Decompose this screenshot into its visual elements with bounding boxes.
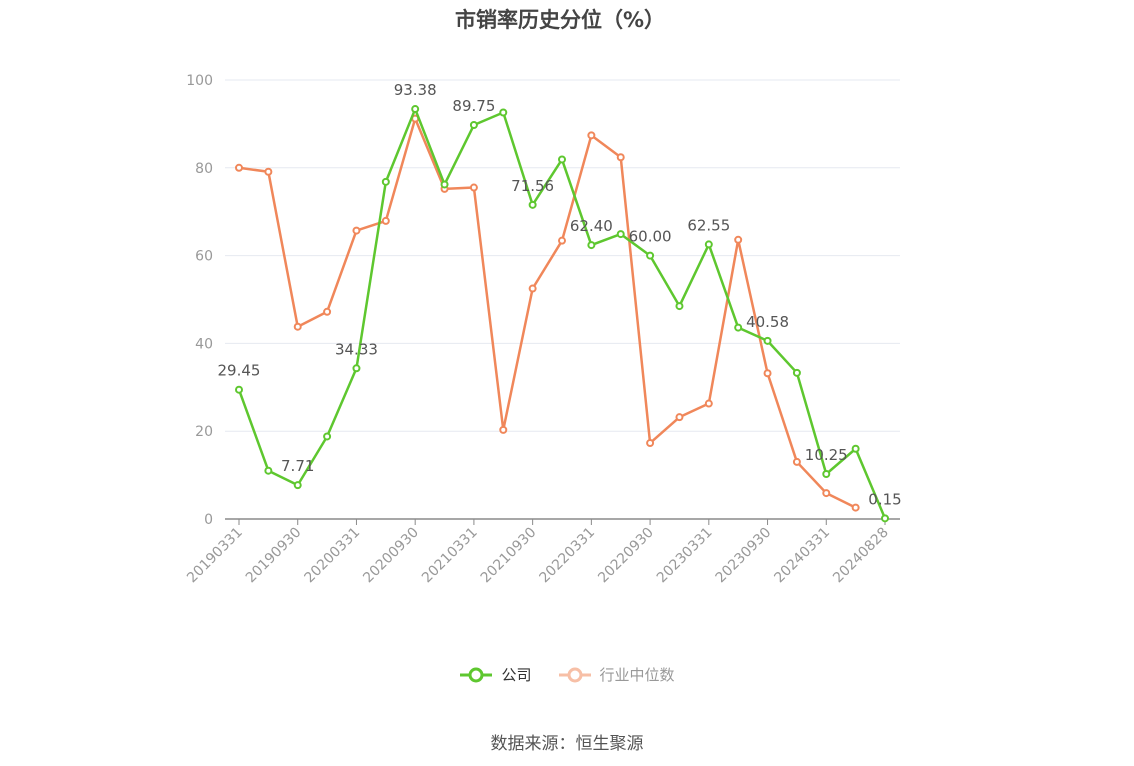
- series-0-point-20190630: [264, 466, 273, 475]
- series-0-point-20230630: [734, 323, 743, 332]
- series-1-point-20210630: [499, 425, 508, 434]
- series-1-point-20210331: [469, 183, 478, 192]
- series-1-point-20211231: [558, 236, 566, 245]
- y-axis-ticks: 0 20 40 60 80 100: [186, 73, 213, 528]
- data-label-20240331: 10.25: [805, 446, 848, 464]
- series-1-point-20221231: [675, 413, 684, 422]
- series-0-point-20210930: [528, 200, 537, 209]
- series-0-point-20230930: [763, 336, 772, 345]
- series-0-point-20190331: [235, 385, 243, 394]
- series-0-point-20240630: [851, 444, 860, 453]
- series-0-point-20220630: [616, 230, 625, 239]
- series-1-point-20200331: [352, 226, 361, 235]
- series-1-point-20220930: [646, 439, 655, 448]
- legend-industry-symbol-icon: [558, 667, 591, 682]
- series-1-point-20240331: [822, 489, 831, 498]
- series-1-point-20230930: [763, 369, 772, 378]
- series-0-point-20240828: [881, 514, 889, 523]
- series-1-point-20230630: [734, 235, 743, 244]
- series-0-point-20220930: [646, 251, 655, 260]
- legend-industry-label: 行业中位数: [599, 666, 675, 684]
- x-tick-label-20190930: 20190930: [243, 525, 305, 587]
- data-label-20190930: 7.71: [281, 457, 314, 475]
- x-tick-label-20200930: 20200930: [360, 525, 422, 587]
- series-0-point-20200331: [352, 364, 361, 373]
- series-0-point-20211231: [558, 155, 566, 164]
- data-label-20240828: 0.15: [868, 490, 901, 508]
- data-label-20200331: 34.33: [335, 340, 378, 358]
- series-1-point-20200630: [381, 216, 390, 225]
- chart-title: 市销率历史分位（%）: [454, 8, 666, 32]
- series-0-point-20200630: [381, 177, 390, 186]
- x-tick-label-20230930: 20230930: [713, 525, 775, 587]
- series-0-point-20191231: [323, 432, 332, 441]
- x-tick-label-20240331: 20240331: [771, 525, 833, 587]
- y-tick-label-0: 0: [204, 512, 213, 528]
- series-1-point-20190630: [264, 167, 273, 176]
- data-label-20200930: 93.38: [394, 81, 437, 99]
- series-1-point-20220630: [616, 153, 625, 162]
- series-0-point-20210331: [469, 120, 478, 129]
- y-tick-label-80: 80: [195, 161, 213, 177]
- x-tick-label-20210930: 20210930: [478, 525, 540, 587]
- x-tick-label-20210331: 20210331: [419, 525, 481, 587]
- x-tick-label-20230331: 20230331: [654, 525, 716, 587]
- x-tick-label-20220331: 20220331: [536, 525, 598, 587]
- x-tick-label-20200331: 20200331: [302, 525, 364, 587]
- data-label-20220930: 60.00: [629, 228, 672, 246]
- series-1-point-20230331: [704, 399, 713, 408]
- series-0-point-20230331: [704, 240, 713, 249]
- legend-company-symbol-icon: [460, 667, 493, 682]
- series-1-point-20231231: [792, 457, 801, 466]
- series-0-point-20221231: [675, 302, 684, 311]
- data-label-20210331: 89.75: [452, 97, 495, 115]
- y-tick-label-100: 100: [186, 73, 213, 89]
- series-0-point-20231231: [792, 368, 801, 377]
- data-label-20230331: 62.55: [687, 216, 730, 234]
- y-tick-label-20: 20: [195, 424, 213, 440]
- x-tick-label-20190331: 20190331: [184, 525, 246, 587]
- data-label-20190331: 29.45: [218, 362, 261, 380]
- series-0-point-20220331: [587, 241, 596, 250]
- series-1-point-20240630: [851, 503, 860, 512]
- legend-company-label: 公司: [501, 666, 532, 684]
- series-0-point-20190930: [293, 481, 302, 490]
- legend-item-company[interactable]: 公司: [459, 664, 532, 685]
- series-0-point-20201231: [440, 180, 449, 189]
- legend: 公司 行业中位数: [0, 664, 1134, 685]
- series-line-1: [238, 117, 857, 509]
- y-tick-label-40: 40: [195, 336, 213, 352]
- x-tick-label-20240828: 20240828: [830, 525, 892, 587]
- x-axis: 2019033120190930202003312020093020210331…: [184, 518, 900, 587]
- data-label-20210930: 71.56: [511, 177, 554, 195]
- series-1-point-20191231: [323, 307, 332, 316]
- data-label-20220331: 62.40: [570, 217, 613, 235]
- series-0-point-20240331: [822, 470, 831, 479]
- series-0-point-20210630: [499, 108, 508, 117]
- series-1-point-20220331: [587, 131, 596, 140]
- series-1-point-20190930: [293, 322, 302, 331]
- y-tick-label-60: 60: [195, 249, 213, 265]
- series-1-point-20190331: [235, 163, 243, 172]
- series-0-point-20200930: [411, 105, 420, 114]
- data-label-20230930: 40.58: [746, 313, 789, 331]
- data-labels: 29.45 7.71 34.33 93.38 89.75 71.56 62.40 60.00 6…: [218, 81, 902, 508]
- data-source: 数据来源：恒生聚源: [490, 734, 644, 754]
- x-tick-label-20220930: 20220930: [595, 525, 657, 587]
- series-1-point-20210930: [528, 284, 537, 293]
- legend-item-industry-median[interactable]: 行业中位数: [558, 664, 675, 685]
- series-lines: [235, 105, 889, 523]
